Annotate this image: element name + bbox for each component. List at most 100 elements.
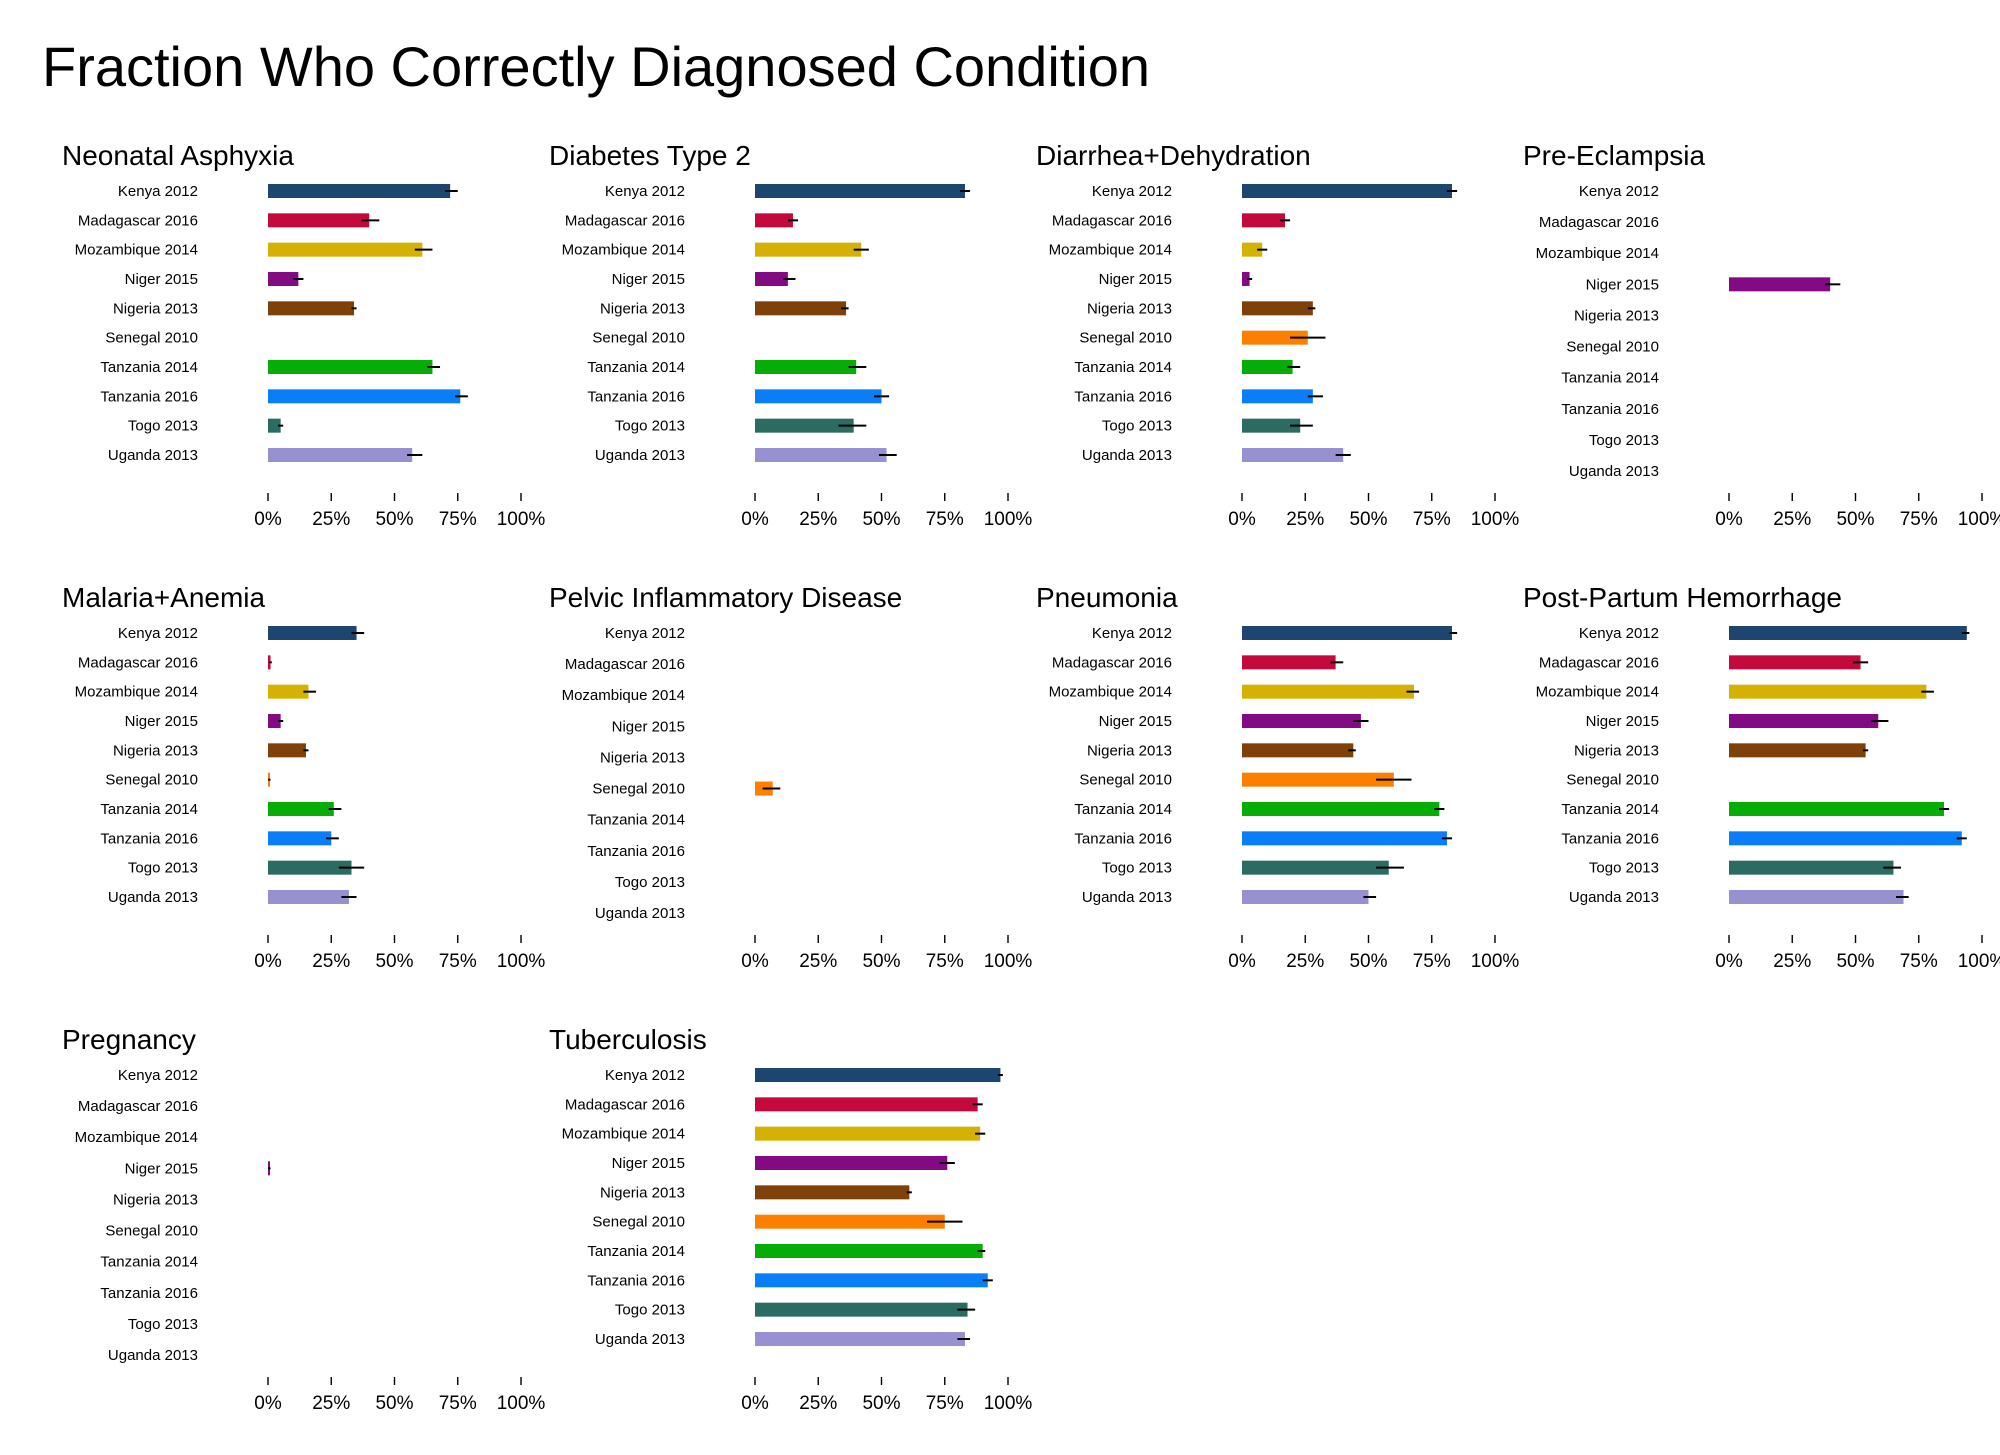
category-label: Togo 2013 bbox=[615, 418, 685, 435]
category-label: Togo 2013 bbox=[1589, 432, 1659, 449]
bar bbox=[268, 626, 357, 640]
category-label: Mozambique 2014 bbox=[75, 1129, 198, 1146]
tick-label: 0% bbox=[1715, 509, 1743, 530]
category-label: Tanzania 2016 bbox=[100, 830, 198, 847]
tick-label: 75% bbox=[1900, 951, 1938, 972]
category-label: Uganda 2013 bbox=[595, 447, 685, 464]
tick-label: 25% bbox=[312, 1393, 350, 1414]
category-label: Niger 2015 bbox=[125, 713, 198, 730]
category-label: Tanzania 2014 bbox=[1561, 801, 1659, 818]
category-label: Senegal 2010 bbox=[105, 772, 198, 789]
bar bbox=[1242, 802, 1440, 816]
tick-label: 75% bbox=[439, 509, 477, 530]
bar bbox=[755, 1185, 910, 1200]
category-label: Kenya 2012 bbox=[118, 1067, 198, 1084]
category-label: Kenya 2012 bbox=[605, 625, 685, 642]
category-label: Niger 2015 bbox=[125, 1160, 198, 1177]
category-label: Tanzania 2014 bbox=[100, 1254, 198, 1271]
category-label: Tanzania 2016 bbox=[587, 388, 685, 405]
bar bbox=[1729, 831, 1962, 846]
bar bbox=[1242, 184, 1452, 198]
tick-label: 0% bbox=[741, 1393, 769, 1414]
tick-label: 100% bbox=[497, 1393, 546, 1414]
tick-label: 75% bbox=[439, 951, 477, 972]
category-label: Uganda 2013 bbox=[1082, 889, 1172, 906]
category-label: Mozambique 2014 bbox=[75, 684, 198, 701]
chart-panel: Neonatal Asphyxia Kenya 2012 Madagascar 20… bbox=[42, 130, 545, 550]
bar bbox=[755, 1302, 968, 1317]
category-label: Togo 2013 bbox=[128, 418, 198, 435]
bar bbox=[1242, 389, 1313, 404]
category-label: Senegal 2010 bbox=[105, 330, 198, 347]
bar bbox=[755, 301, 847, 316]
bar bbox=[268, 389, 461, 404]
tick-label: 25% bbox=[312, 509, 350, 530]
tick-label: 25% bbox=[799, 509, 837, 530]
category-label: Niger 2015 bbox=[1099, 713, 1172, 730]
bar bbox=[268, 272, 299, 286]
bar bbox=[268, 213, 370, 228]
bar bbox=[1242, 448, 1344, 462]
category-label: Uganda 2013 bbox=[595, 905, 685, 922]
bar-chart: Kenya 2012 Madagascar 2016 Mozambique 2014… bbox=[562, 625, 1033, 972]
tick-label: 50% bbox=[1836, 951, 1874, 972]
bar bbox=[268, 448, 413, 462]
chart-panel: Pneumonia Kenya 2012 Madagascar 2016 Mozamb… bbox=[1016, 572, 1519, 992]
category-label: Uganda 2013 bbox=[108, 889, 198, 906]
bar bbox=[755, 360, 857, 374]
bar-chart: Kenya 2012 Madagascar 2016 Mozambique 2014… bbox=[75, 625, 546, 972]
tick-label: 100% bbox=[984, 509, 1033, 530]
bar bbox=[268, 860, 352, 875]
bar bbox=[755, 213, 793, 228]
bar bbox=[1242, 213, 1286, 228]
bar bbox=[755, 1126, 981, 1141]
bar bbox=[1242, 860, 1389, 875]
category-label: Tanzania 2016 bbox=[1074, 830, 1172, 847]
category-label: Senegal 2010 bbox=[1566, 339, 1659, 356]
category-label: Madagascar 2016 bbox=[1539, 654, 1659, 671]
tick-label: 0% bbox=[1715, 951, 1743, 972]
chart-panel: Diarrhea+Dehydration Kenya 2012 Madagascar… bbox=[1016, 130, 1519, 550]
bar-chart: Kenya 2012 Madagascar 2016 Mozambique 2014… bbox=[562, 1067, 1033, 1414]
category-label: Tanzania 2014 bbox=[587, 1243, 685, 1260]
tick-label: 25% bbox=[1286, 951, 1324, 972]
category-label: Kenya 2012 bbox=[1092, 183, 1172, 200]
bar bbox=[1729, 860, 1894, 875]
bar bbox=[755, 1156, 948, 1170]
panel-title: Pelvic Inflammatory Disease bbox=[549, 582, 903, 613]
category-label: Togo 2013 bbox=[128, 860, 198, 877]
category-label: Tanzania 2014 bbox=[587, 812, 685, 829]
tick-label: 0% bbox=[741, 951, 769, 972]
category-label: Madagascar 2016 bbox=[78, 654, 198, 671]
bar bbox=[268, 301, 355, 316]
category-label: Uganda 2013 bbox=[595, 1331, 685, 1348]
tick-label: 100% bbox=[1471, 951, 1520, 972]
category-label: Madagascar 2016 bbox=[1052, 212, 1172, 229]
chart-panel: Tuberculosis Kenya 2012 Madagascar 2016 Moz… bbox=[529, 1014, 1033, 1434]
category-label: Togo 2013 bbox=[128, 1316, 198, 1333]
category-label: Madagascar 2016 bbox=[1539, 214, 1659, 231]
tick-label: 0% bbox=[254, 509, 282, 530]
category-label: Togo 2013 bbox=[1589, 860, 1659, 877]
bar bbox=[268, 890, 349, 904]
category-label: Senegal 2010 bbox=[592, 1214, 685, 1231]
category-label: Tanzania 2014 bbox=[587, 359, 685, 376]
bar bbox=[268, 802, 334, 816]
category-label: Nigeria 2013 bbox=[113, 742, 198, 759]
bar bbox=[1242, 743, 1354, 758]
tick-label: 100% bbox=[497, 509, 546, 530]
bar-chart: Kenya 2012 Madagascar 2016 Mozambique 2014… bbox=[1536, 183, 2000, 530]
bar bbox=[755, 1332, 965, 1346]
category-label: Madagascar 2016 bbox=[1052, 654, 1172, 671]
tick-label: 25% bbox=[799, 1393, 837, 1414]
category-label: Mozambique 2014 bbox=[1536, 245, 1659, 262]
category-label: Kenya 2012 bbox=[1092, 625, 1172, 642]
bar bbox=[755, 389, 882, 404]
bar bbox=[755, 1214, 945, 1229]
category-label: Senegal 2010 bbox=[592, 330, 685, 347]
category-label: Madagascar 2016 bbox=[78, 1098, 198, 1115]
category-label: Tanzania 2014 bbox=[100, 801, 198, 818]
tick-label: 100% bbox=[1958, 509, 2000, 530]
tick-label: 50% bbox=[1836, 509, 1874, 530]
